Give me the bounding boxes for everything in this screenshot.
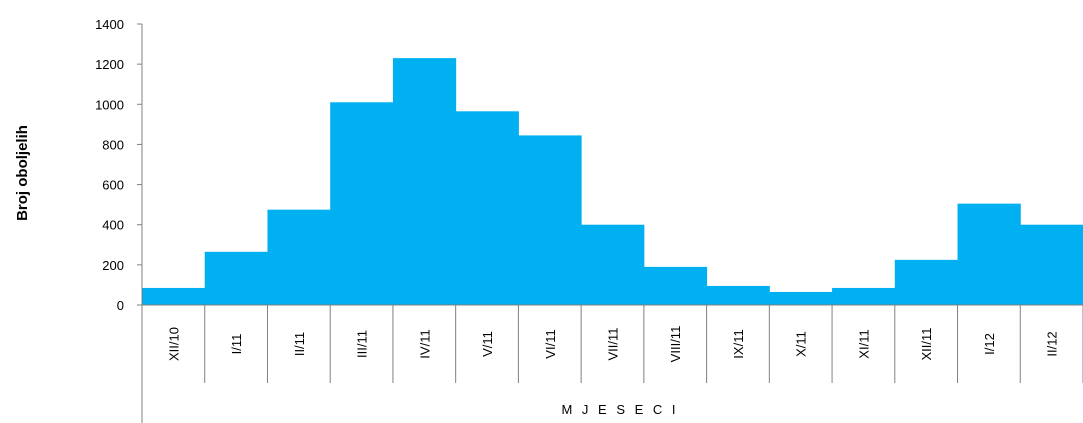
- bars-group: [142, 58, 1083, 306]
- y-tick-label: 600: [102, 178, 124, 193]
- bar-VI/11: [518, 135, 582, 305]
- y-tick-label: 400: [102, 218, 124, 233]
- x-tick-label: I/12: [982, 333, 997, 355]
- bar-XI/11: [832, 287, 896, 305]
- bar-III/11: [330, 102, 394, 306]
- x-tick-label: IV/11: [417, 329, 432, 358]
- bar-XII/10: [142, 287, 206, 305]
- x-tick-label: XI/11: [856, 329, 871, 358]
- bar-IV/11: [392, 58, 457, 305]
- x-tick-label: V/11: [480, 331, 495, 357]
- x-tick-label: II/11: [292, 332, 307, 356]
- x-tick-label: VII/11: [606, 327, 621, 360]
- y-tick-label: 800: [102, 137, 124, 152]
- y-tick-label: 0: [117, 298, 124, 313]
- y-tick-label: 1200: [95, 57, 124, 72]
- x-tick-label: VIII/11: [668, 326, 683, 363]
- bar-II/11: [267, 209, 331, 305]
- x-tick-label: IX/11: [731, 329, 746, 358]
- bar-II/12: [1020, 224, 1083, 305]
- x-tick-label: I/11: [229, 334, 244, 355]
- x-tick-label: II/12: [1045, 331, 1060, 356]
- y-ticks-group: 0 200 400 600 800 1000 1200 1400: [95, 17, 142, 313]
- bar-XII/11: [894, 259, 959, 305]
- x-tick-label: XII/11: [919, 327, 934, 360]
- x-ticks-group: XII/10 I/11 II/11 III/11 IV/11 V/11 VI/11 VII/1…: [141, 305, 1083, 383]
- bar-I/11: [204, 251, 268, 305]
- x-tick-label: III/11: [355, 330, 370, 358]
- y-tick-label: 1000: [95, 97, 124, 112]
- y-axis-label: Broj oboljelih: [14, 125, 31, 221]
- bar-VIII/11: [643, 266, 708, 305]
- bar-I/12: [957, 203, 1021, 305]
- x-tick-label: X/11: [794, 331, 809, 357]
- x-tick-label: VI/11: [543, 329, 558, 358]
- bar-V/11: [455, 111, 519, 305]
- x-tick-label: XII/10: [166, 327, 181, 361]
- y-tick-label: 200: [102, 258, 124, 273]
- bar-X/11: [769, 291, 833, 305]
- bar-VII/11: [581, 224, 645, 305]
- y-tick-label: 1400: [95, 17, 124, 32]
- bar-IX/11: [706, 285, 770, 305]
- x-axis-label: M J E S E C I: [561, 402, 678, 417]
